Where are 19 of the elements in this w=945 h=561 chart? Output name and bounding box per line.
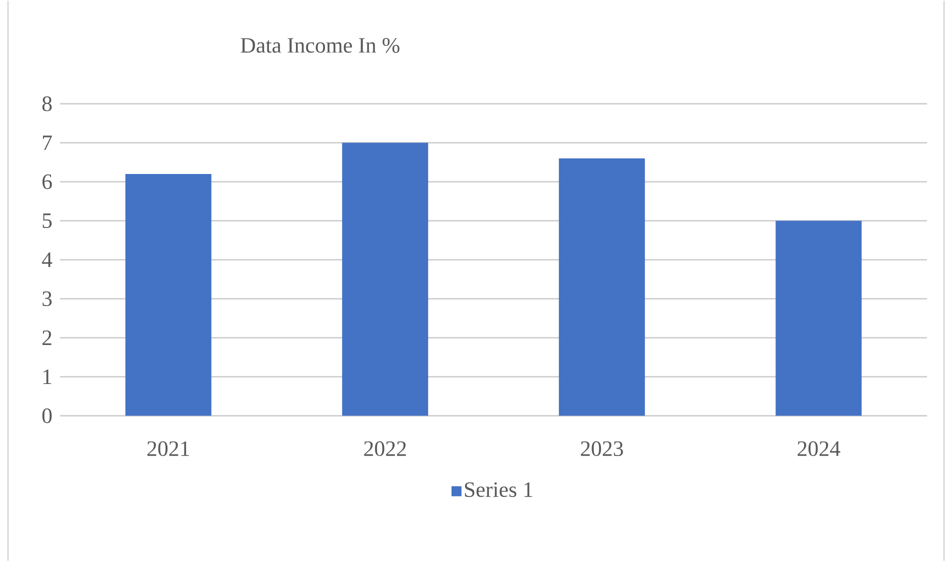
y-tick-label: 8 bbox=[42, 96, 52, 111]
bar bbox=[776, 220, 862, 416]
legend-label: Series 1 bbox=[464, 482, 532, 497]
y-tick-label: 3 bbox=[42, 291, 52, 306]
x-tick-label: 2023 bbox=[580, 441, 623, 456]
bar bbox=[125, 174, 212, 416]
x-tick-label: 2021 bbox=[147, 441, 189, 456]
y-tick-label: 0 bbox=[42, 408, 52, 423]
y-tick-label: 7 bbox=[42, 135, 52, 150]
y-tick-label: 4 bbox=[42, 252, 52, 267]
chart-title: Data Income In % bbox=[240, 38, 400, 53]
bar bbox=[558, 158, 645, 416]
y-tick-label: 6 bbox=[42, 174, 52, 189]
x-tick-label: 2024 bbox=[798, 441, 840, 456]
y-tick-label: 1 bbox=[43, 369, 52, 384]
y-tick-label: 5 bbox=[42, 213, 52, 228]
bar bbox=[342, 142, 428, 416]
x-tick-label: 2022 bbox=[364, 441, 406, 456]
y-tick-label: 2 bbox=[42, 330, 52, 345]
